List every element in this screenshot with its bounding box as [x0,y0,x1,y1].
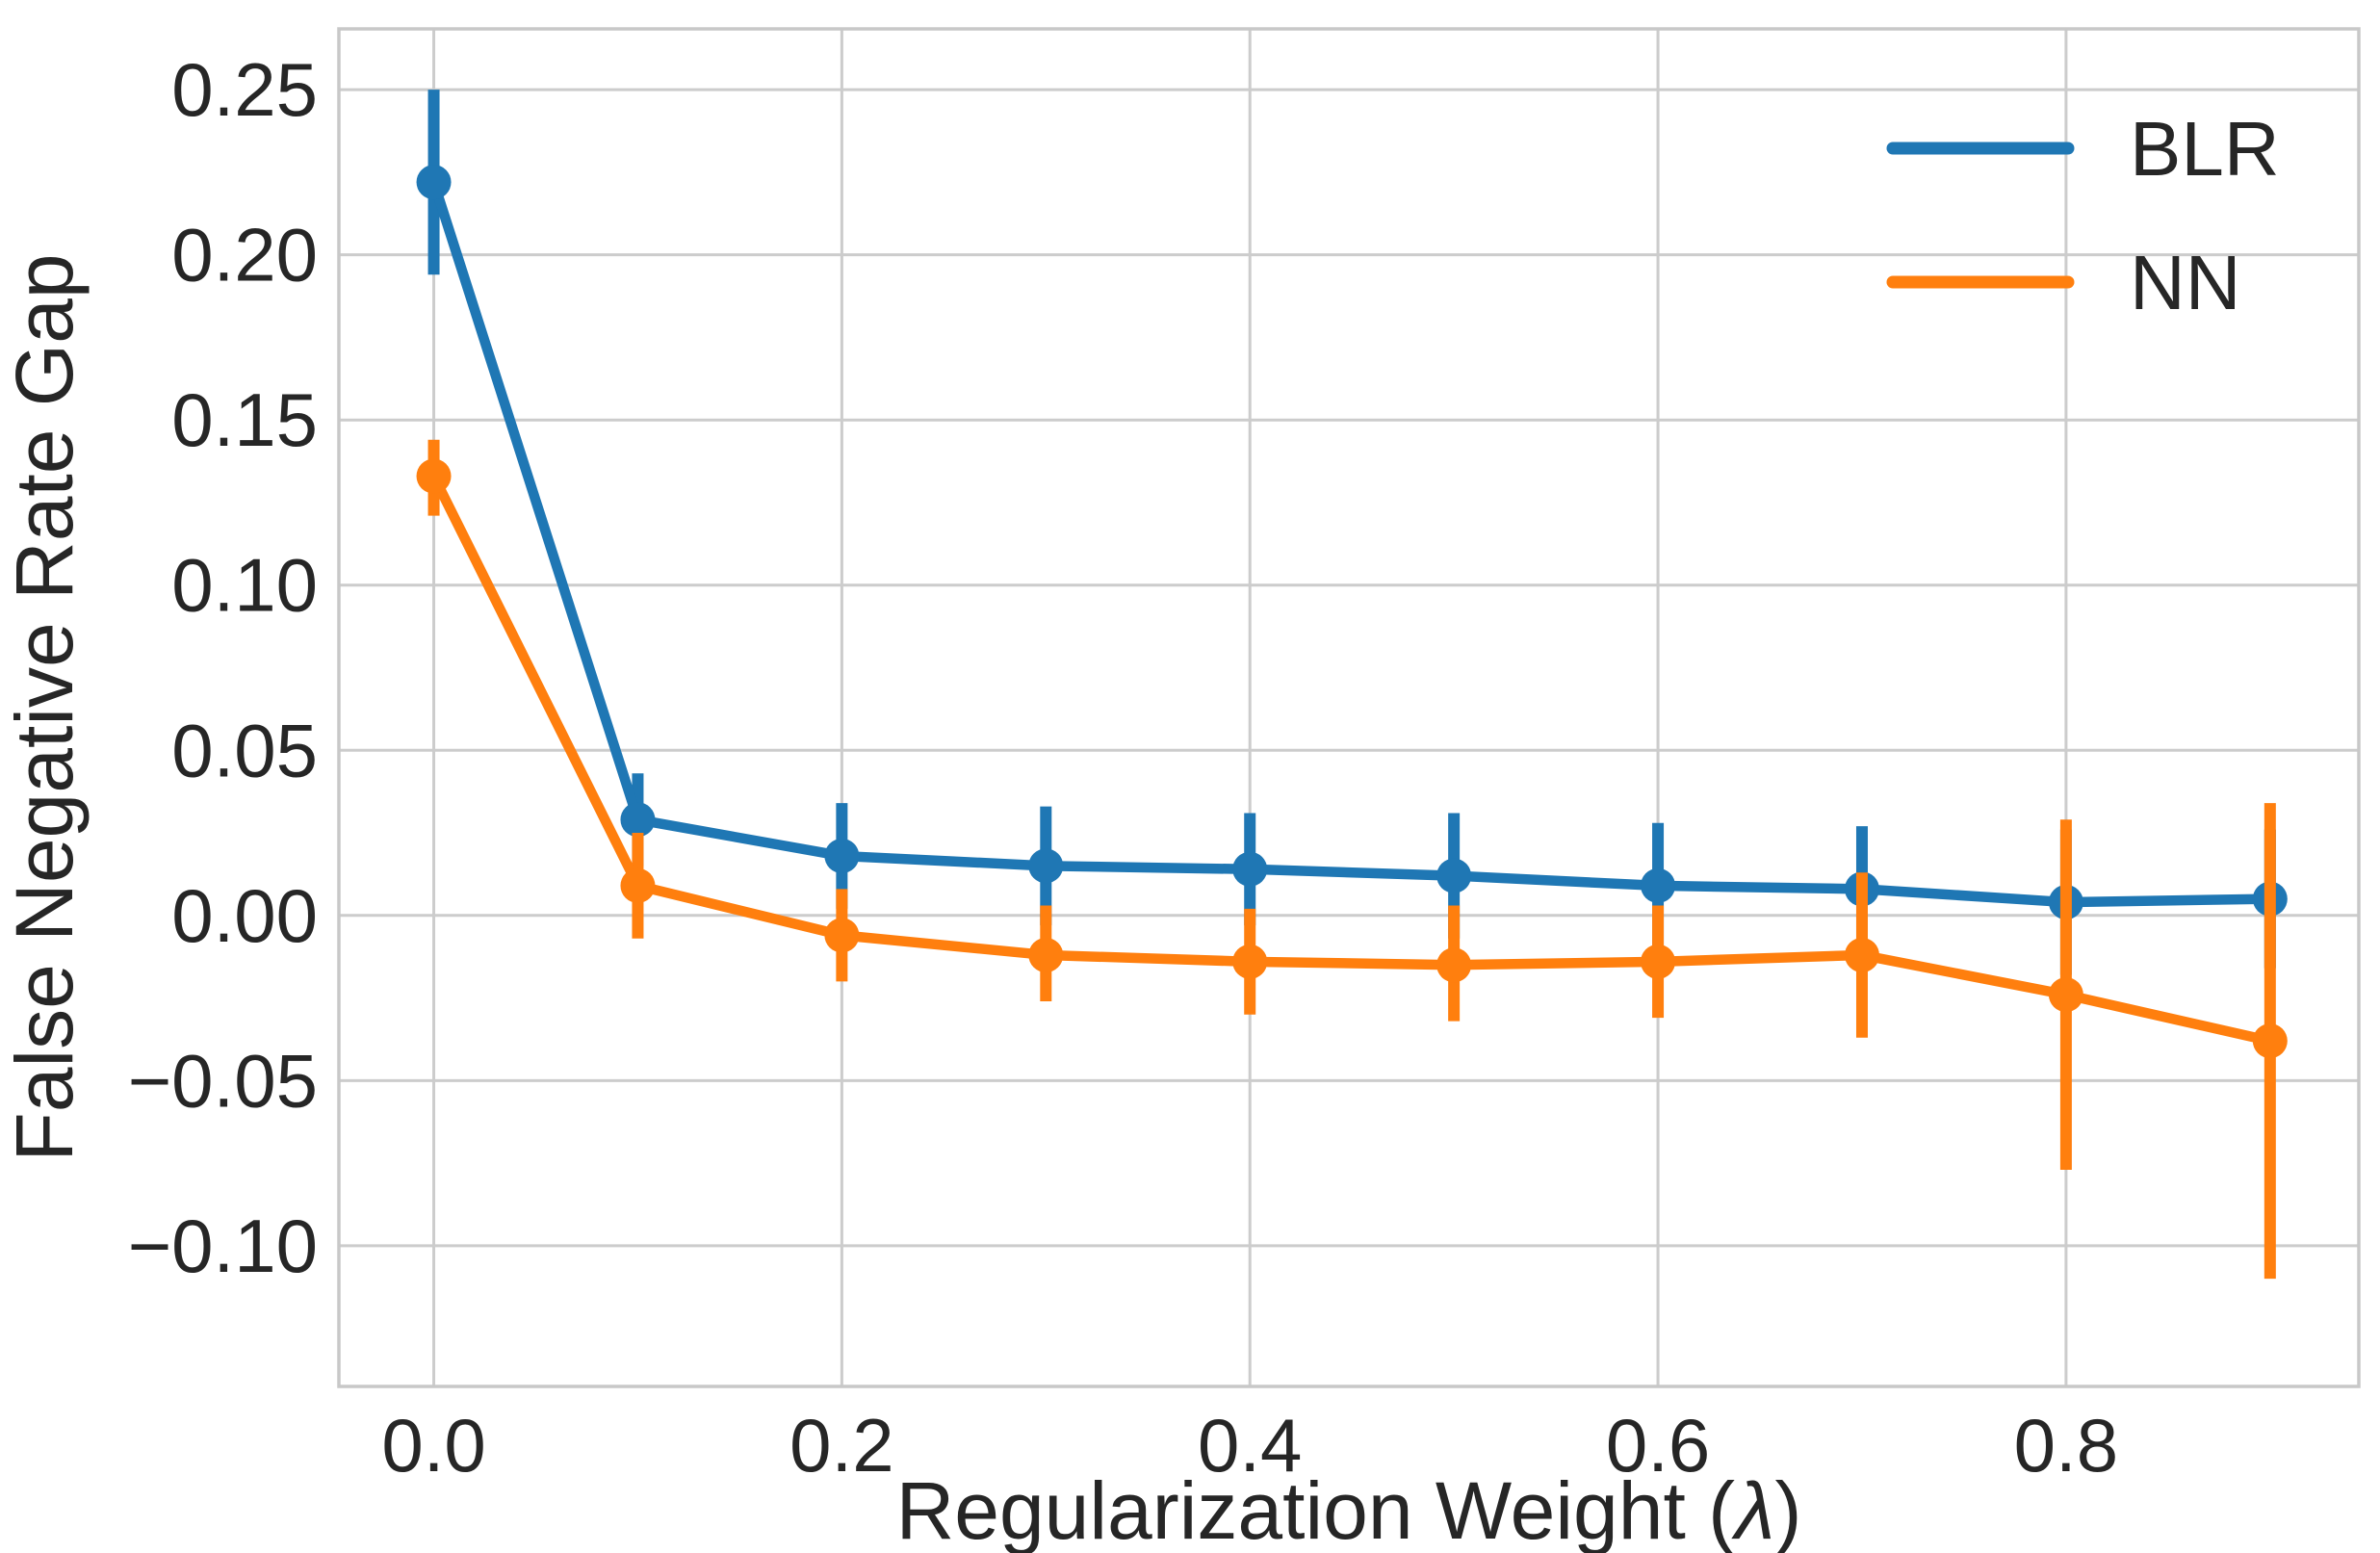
blr-marker-5 [1436,858,1472,893]
nn-marker-6 [1641,944,1676,979]
nn-marker-9 [2252,1023,2288,1059]
y-axis-label: False Negative Rate Gap [0,253,90,1161]
nn-marker-7 [1844,937,1879,972]
y-tick-label-0.10: 0.10 [171,543,318,628]
x-axis-label: Regularization Weight (λ) [896,1465,1802,1553]
legend-label-nn: NN [2130,240,2241,325]
nn-line [428,471,2276,1047]
y-tick-label-−0.10: −0.10 [128,1204,318,1288]
nn-marker-8 [2048,977,2083,1013]
legend-entry-blr: BLR [1886,106,2280,192]
x-tick-label-0.8: 0.8 [2014,1403,2118,1488]
nn-marker-0 [416,458,452,494]
y-tick-label-0.20: 0.20 [171,213,318,298]
legend: BLR NN [1886,106,2280,325]
x-tick-label-0.2: 0.2 [789,1403,893,1488]
blr-marker-0 [416,165,452,200]
y-tick-label-−0.05: −0.05 [128,1038,318,1123]
y-tick-label-0.15: 0.15 [171,377,318,462]
tick-layer: 0.25 0.20 0.15 0.10 0.05 0.00 −0.05 −0.10 0.0 0.2… [128,47,2118,1488]
blr-marker-3 [1028,848,1064,884]
x-axis-label-close: ) [1774,1465,1801,1553]
y-tick-label-0.00: 0.00 [171,873,318,958]
legend-label-blr: BLR [2130,106,2280,192]
blr-marker-2 [824,839,860,874]
nn-marker-4 [1232,944,1268,979]
x-tick-label-0.0: 0.0 [381,1403,485,1488]
x-tick-label-0.4: 0.4 [1198,1403,1302,1488]
plot-frame [337,27,2361,1388]
nn-marker-2 [824,918,860,953]
nn-marker-5 [1436,947,1472,983]
blr-marker-6 [1641,867,1676,903]
series-blr [416,90,2288,975]
grid-layer [339,29,2359,1386]
series-nn [416,439,2288,1280]
blr-marker-4 [1232,851,1268,887]
y-tick-label-0.25: 0.25 [171,47,318,132]
y-tick-label-0.05: 0.05 [171,708,318,792]
lambda-symbol: λ [1731,1465,1774,1553]
blr-marker-1 [620,802,656,838]
series-layer [416,90,2288,1280]
nn-marker-1 [620,867,656,903]
nn-marker-3 [1028,937,1064,972]
legend-entry-nn: NN [1886,240,2241,325]
x-tick-label-0.6: 0.6 [1606,1403,1710,1488]
blr-line [428,176,2276,908]
x-axis-label-text: Regularization Weight ( [896,1465,1736,1553]
